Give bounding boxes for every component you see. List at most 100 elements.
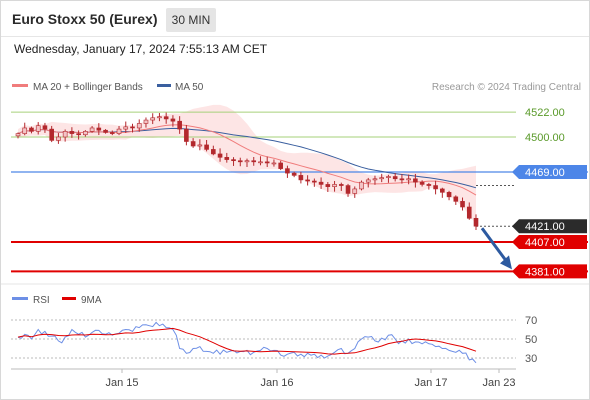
candle bbox=[211, 145, 216, 156]
candle-body bbox=[211, 149, 216, 155]
candle bbox=[62, 129, 68, 142]
candle bbox=[35, 122, 41, 135]
candle-body bbox=[42, 125, 48, 130]
candle bbox=[49, 125, 54, 143]
candle bbox=[69, 127, 75, 138]
candle-body bbox=[116, 128, 122, 134]
candle bbox=[204, 139, 209, 152]
support-tag-4407-00: 4407.00 bbox=[525, 237, 565, 249]
candle-body bbox=[109, 132, 115, 134]
candle-body bbox=[406, 178, 411, 181]
timeframe-button[interactable]: 30 MIN bbox=[166, 8, 216, 32]
legend-rsi-swatch bbox=[12, 297, 28, 300]
candle bbox=[466, 202, 472, 220]
legend-ma20-label: MA 20 + Bollinger Bands bbox=[33, 82, 143, 93]
candle bbox=[42, 122, 48, 133]
candle-body bbox=[237, 160, 243, 163]
candle bbox=[150, 113, 156, 125]
candle bbox=[386, 174, 391, 183]
candle-body bbox=[453, 196, 459, 202]
candle bbox=[136, 119, 142, 132]
candle-body bbox=[56, 136, 61, 141]
candle bbox=[271, 159, 277, 167]
candle-body bbox=[143, 119, 149, 124]
candle-body bbox=[231, 159, 236, 162]
candle bbox=[318, 177, 324, 189]
candle bbox=[197, 139, 203, 151]
candle bbox=[365, 177, 371, 188]
moving-averages-layer bbox=[17, 124, 477, 196]
rsi-grid-layer: 70 50 30 bbox=[11, 315, 537, 365]
candle-body bbox=[69, 131, 75, 134]
rsi-line bbox=[17, 321, 477, 364]
candle-body bbox=[285, 168, 290, 174]
candle-body bbox=[392, 176, 398, 180]
projection-arrow-layer bbox=[480, 227, 512, 270]
candle bbox=[413, 173, 418, 188]
x-tick-label: Jan 17 bbox=[414, 377, 447, 389]
candle-body bbox=[379, 177, 385, 180]
candle bbox=[116, 125, 122, 136]
x-tick-label: Jan 23 bbox=[482, 377, 515, 389]
candle-body bbox=[413, 178, 418, 183]
candle-body bbox=[22, 127, 28, 134]
candle bbox=[359, 180, 364, 191]
legend-ma20-swatch bbox=[12, 84, 28, 87]
candle bbox=[460, 197, 465, 211]
report-datetime: Wednesday, January 17, 2024 7:55:13 AM C… bbox=[14, 42, 268, 56]
candle bbox=[109, 130, 115, 136]
candle-body bbox=[305, 179, 310, 182]
legend-9ma-label: 9MA bbox=[81, 295, 102, 306]
candle-body bbox=[123, 126, 129, 130]
candle-body bbox=[190, 141, 196, 147]
candle-body bbox=[204, 144, 209, 150]
rsi-lines-layer bbox=[17, 321, 477, 364]
candle-body bbox=[130, 126, 135, 129]
candle bbox=[163, 112, 169, 124]
candle-body bbox=[332, 184, 337, 187]
candle bbox=[143, 117, 149, 128]
candle bbox=[419, 180, 425, 187]
x-tick-label: Jan 15 bbox=[105, 377, 138, 389]
candle-body bbox=[217, 153, 223, 158]
candle-body bbox=[83, 131, 88, 136]
legend-9ma-swatch bbox=[62, 297, 76, 300]
pivot-tag-bg bbox=[512, 165, 587, 179]
projection-arrow-head bbox=[500, 255, 512, 270]
candle bbox=[15, 132, 21, 139]
candle bbox=[22, 122, 28, 136]
candle-body bbox=[399, 178, 405, 181]
candle bbox=[258, 156, 263, 166]
candle bbox=[325, 182, 331, 192]
candle bbox=[285, 165, 290, 178]
candle bbox=[406, 174, 411, 185]
candle bbox=[379, 173, 385, 183]
instrument-title: Euro Stoxx 50 (Eurex) bbox=[12, 11, 158, 27]
candle bbox=[291, 171, 297, 178]
candle-body bbox=[386, 176, 391, 178]
candle bbox=[332, 180, 337, 192]
candle-body bbox=[359, 181, 364, 190]
pivot-tag-4469-00: 4469.00 bbox=[525, 167, 565, 179]
projection-arrow-shaft bbox=[480, 227, 510, 265]
candle-body bbox=[473, 217, 479, 227]
legend-ma50-label: MA 50 bbox=[175, 82, 204, 93]
candle-body bbox=[345, 185, 351, 194]
candle bbox=[251, 156, 257, 166]
candle-body bbox=[466, 206, 472, 219]
candle-body bbox=[96, 127, 102, 131]
candle-body bbox=[318, 181, 324, 185]
candle-body bbox=[103, 129, 108, 133]
rsi-tick-70: 70 bbox=[525, 315, 537, 327]
last-tag-4421-00: 4421.00 bbox=[525, 221, 565, 233]
candle bbox=[184, 124, 189, 146]
credit-text: Research © 2024 Trading Central bbox=[432, 82, 581, 93]
resistance-label-4500-00: 4500.00 bbox=[525, 132, 565, 144]
candle-body bbox=[264, 161, 270, 164]
candle bbox=[89, 126, 95, 133]
last-tag-bg bbox=[512, 219, 587, 234]
candle bbox=[392, 173, 398, 182]
candle-body bbox=[419, 181, 425, 185]
candle-body bbox=[460, 201, 465, 208]
